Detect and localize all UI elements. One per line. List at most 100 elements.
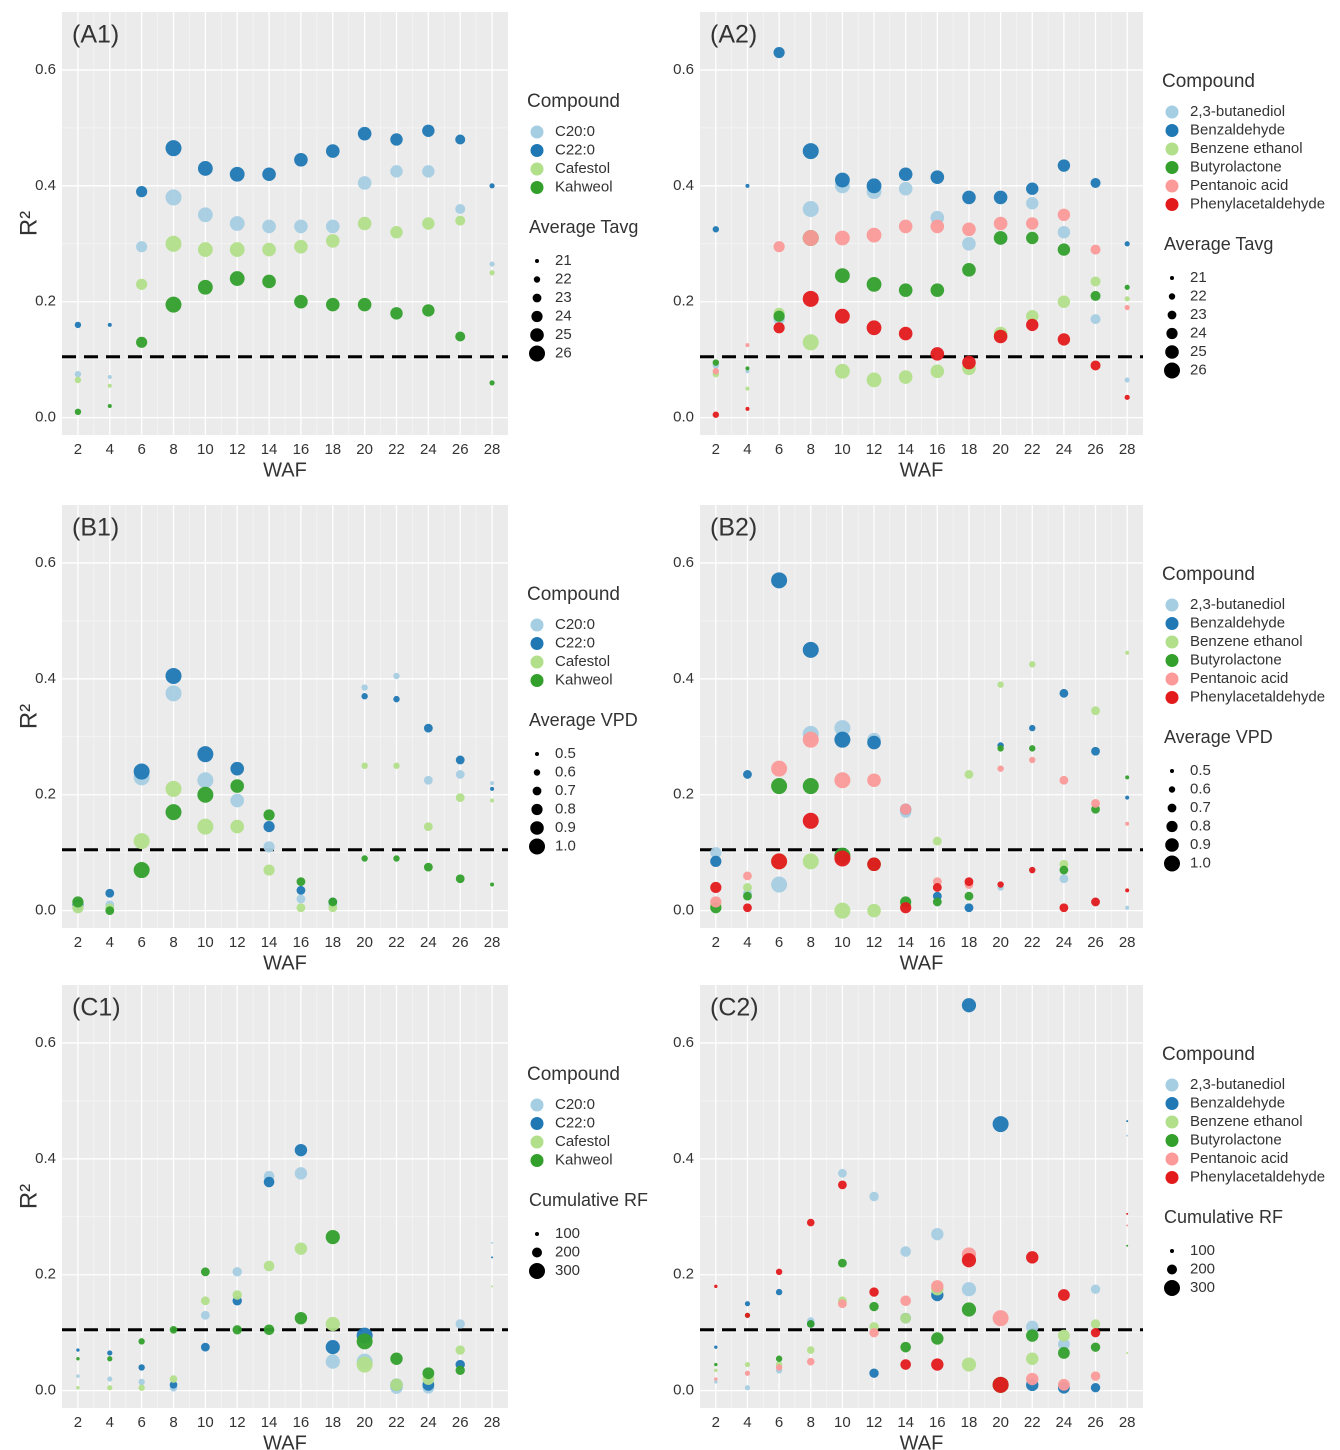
y-tick-label: 0.4 [673, 177, 694, 194]
point [294, 239, 308, 254]
legend-label: Phenylacetaldehyde [1190, 1168, 1325, 1185]
point [710, 881, 722, 894]
point [997, 881, 1004, 888]
size-legend-label: 0.8 [555, 800, 576, 817]
x-tick-label: 12 [866, 1414, 883, 1431]
point [837, 1299, 847, 1309]
point [802, 143, 819, 160]
point [1059, 688, 1069, 698]
x-tick-label: 16 [929, 441, 946, 458]
x-tick-label: 14 [261, 934, 278, 951]
point [1057, 208, 1071, 222]
point [834, 230, 850, 246]
point [294, 1242, 308, 1255]
point [745, 406, 750, 411]
x-axis-title: WAF [263, 952, 307, 974]
point [361, 762, 368, 769]
point [165, 140, 182, 157]
point [743, 871, 752, 881]
point [930, 347, 945, 361]
point [834, 720, 851, 737]
point [773, 241, 785, 253]
point [423, 723, 433, 733]
point [262, 167, 276, 182]
point [1029, 866, 1036, 874]
point [489, 270, 495, 276]
point [423, 862, 433, 872]
x-tick-label: 22 [388, 1414, 405, 1431]
point [325, 1354, 340, 1369]
y-tick-label: 0.6 [35, 1034, 56, 1051]
legend-swatch [530, 637, 544, 650]
point [867, 735, 881, 750]
point [230, 779, 245, 793]
point [422, 304, 435, 317]
point [866, 320, 882, 336]
panel-label: (C2) [710, 994, 759, 1022]
point [74, 376, 82, 384]
point [105, 906, 115, 916]
point [869, 1368, 879, 1378]
point [263, 1324, 275, 1336]
point [107, 1385, 113, 1391]
point [930, 219, 945, 234]
point [296, 877, 306, 887]
x-tick-label: 14 [261, 441, 278, 458]
y-axis-title: R² [15, 1184, 42, 1209]
legend-swatch [1165, 124, 1179, 137]
legend-label: Kahweol [555, 178, 613, 195]
size-legend-label: 26 [1190, 361, 1207, 378]
legend-label: Benzaldehyde [1190, 1094, 1285, 1111]
point [714, 1368, 718, 1373]
panel-label: (C1) [72, 994, 121, 1022]
size-legend-label: 26 [555, 344, 572, 361]
point [356, 1356, 373, 1373]
x-tick-label: 6 [137, 934, 145, 951]
point [1090, 1371, 1101, 1381]
point [898, 181, 913, 196]
point [263, 1260, 275, 1272]
point [710, 896, 722, 908]
x-tick-label: 8 [169, 441, 177, 458]
point [993, 329, 1008, 344]
point [773, 46, 785, 59]
point [866, 276, 882, 292]
x-tick-label: 20 [356, 441, 373, 458]
point [1026, 197, 1039, 210]
x-tick-label: 20 [356, 934, 373, 951]
point [743, 891, 752, 901]
x-tick-label: 26 [1087, 934, 1104, 951]
point [931, 1227, 944, 1241]
point [197, 242, 213, 257]
x-tick-label: 28 [1119, 441, 1136, 458]
x-tick-label: 16 [929, 934, 946, 951]
y-tick-label: 0.6 [673, 1034, 694, 1051]
point [1125, 905, 1130, 910]
point [165, 685, 182, 702]
x-tick-label: 20 [992, 1414, 1009, 1431]
point [200, 1342, 210, 1352]
point [136, 336, 148, 348]
x-axis-title: WAF [263, 459, 307, 481]
point [1057, 1378, 1070, 1391]
x-tick-label: 10 [834, 1414, 851, 1431]
x-tick-label: 20 [992, 934, 1009, 951]
point [1126, 1134, 1129, 1137]
point [455, 770, 465, 779]
y-tick-label: 0.4 [35, 670, 56, 687]
point [263, 841, 275, 853]
legend-label: C20:0 [555, 123, 595, 140]
point [802, 853, 819, 870]
point [296, 894, 306, 904]
y-tick-label: 0.6 [35, 554, 56, 571]
point [76, 1386, 80, 1390]
size-legend-label: 23 [1190, 306, 1207, 323]
point [1090, 1284, 1101, 1294]
x-tick-label: 6 [775, 441, 783, 458]
size-legend-swatch [1170, 1249, 1174, 1253]
point [361, 855, 368, 862]
point [169, 1375, 178, 1383]
x-tick-label: 22 [1024, 1414, 1041, 1431]
point [328, 897, 338, 907]
legend-swatch [1165, 598, 1179, 612]
